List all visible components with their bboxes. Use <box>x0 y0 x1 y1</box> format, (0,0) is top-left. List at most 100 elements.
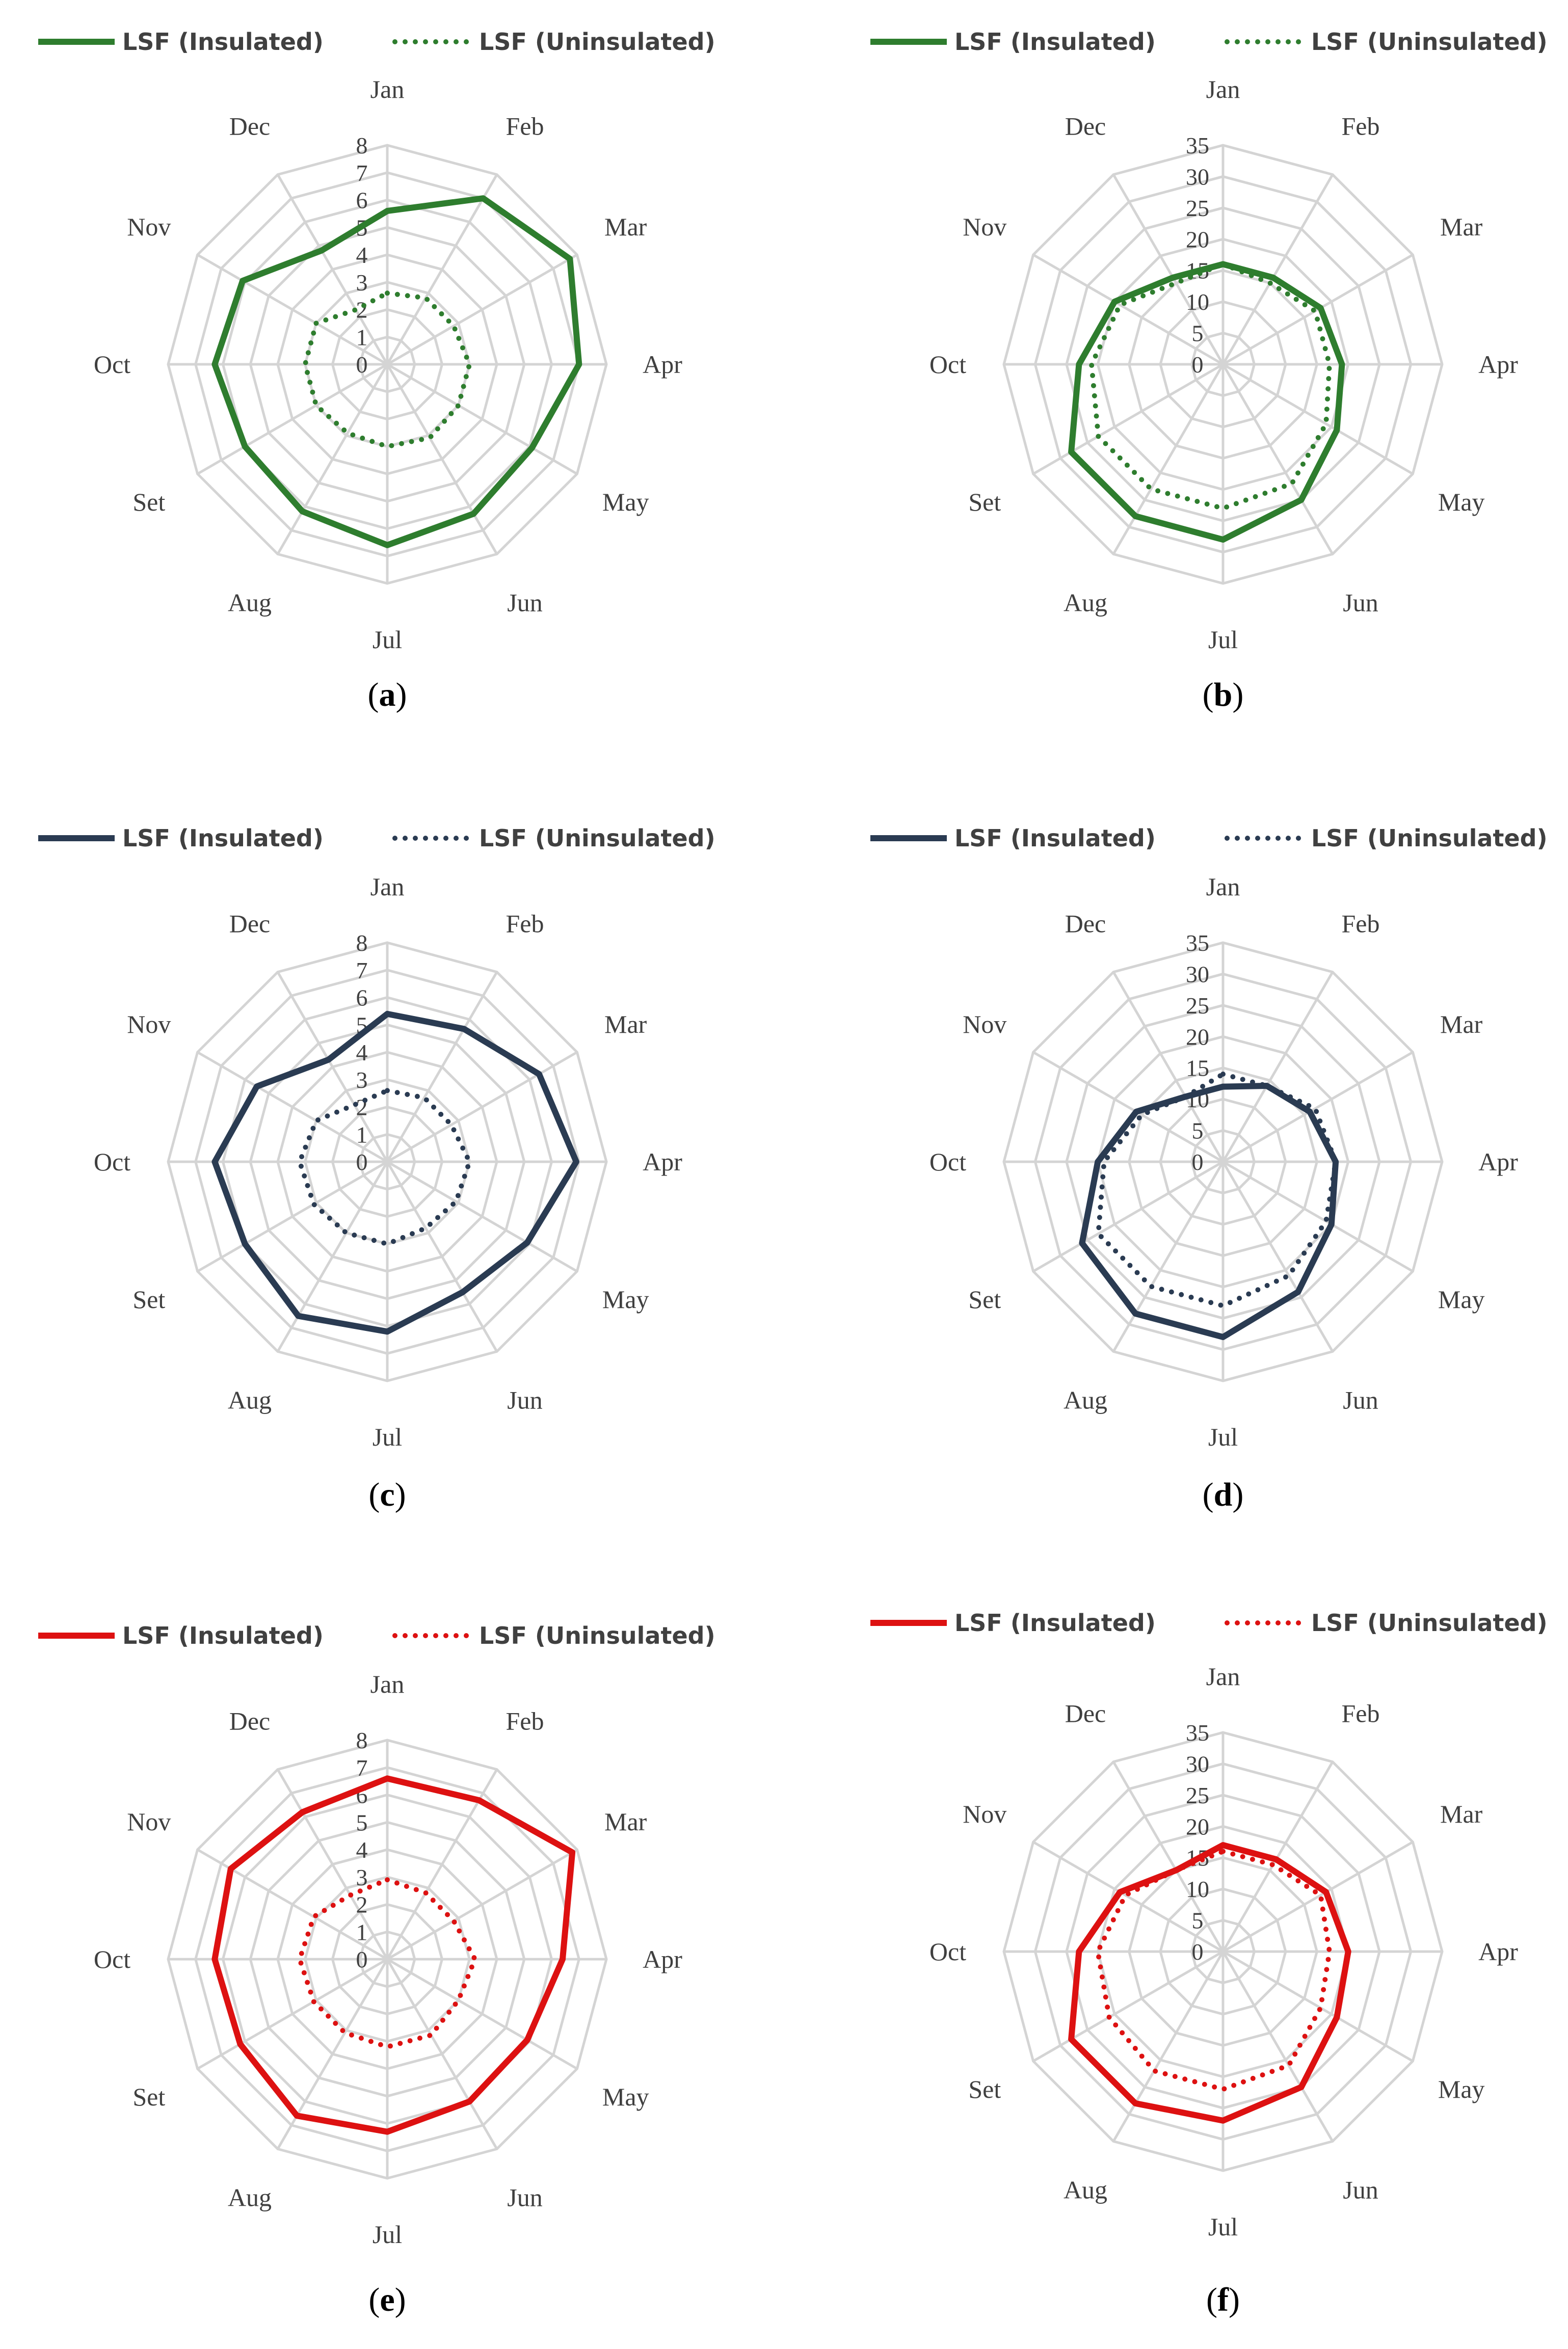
tick-label: 20 <box>1186 1813 1209 1839</box>
grid-spoke <box>1112 971 1225 1163</box>
tick-label: 20 <box>1186 1024 1209 1050</box>
grid-spoke <box>386 363 578 475</box>
category-label: Jun <box>1343 2176 1378 2204</box>
tick-label: 8 <box>356 1727 368 1753</box>
category-label: Jan <box>1206 75 1240 103</box>
panel-caption: (e) <box>368 2281 406 2318</box>
category-label: Aug <box>228 589 272 617</box>
category-label: Jan <box>370 872 405 901</box>
series-line-uninsulated <box>1089 261 1332 511</box>
legend-label-uninsulated: LSF (Uninsulated) <box>1311 28 1548 56</box>
category-label: May <box>1438 2075 1485 2103</box>
tick-label: 35 <box>1186 930 1209 956</box>
category-label: Jan <box>370 1670 405 1698</box>
tick-label: 0 <box>1192 1149 1204 1175</box>
grid-spoke <box>386 1160 578 1273</box>
radar-chart-d: 05101520253035JanFebMarAprMayJunJulAugSe… <box>870 824 1548 1513</box>
tick-label: 2 <box>356 297 368 323</box>
tick-label: 6 <box>356 985 368 1011</box>
category-label: Jul <box>1208 1423 1238 1451</box>
grid-spoke <box>1221 1761 1334 1953</box>
tick-label: 25 <box>1186 195 1209 221</box>
tick-label: 2 <box>356 1892 368 1918</box>
grid-spoke <box>386 363 498 555</box>
panel-caption: (a) <box>368 676 407 713</box>
category-label: Feb <box>1342 112 1380 140</box>
legend-label-uninsulated: LSF (Uninsulated) <box>1311 1609 1548 1637</box>
grid-spoke <box>197 1160 388 1273</box>
tick-label: 7 <box>356 957 368 983</box>
category-label: Aug <box>1064 1386 1107 1414</box>
tick-label: 3 <box>356 1067 368 1093</box>
tick-label: 5 <box>356 1809 368 1835</box>
grid-spoke <box>276 174 389 365</box>
tick-label: 1 <box>356 1122 368 1147</box>
radar-chart-f: 05101520253035JanFebMarAprMayJunJulAugSe… <box>870 1609 1548 2318</box>
grid-spoke <box>1221 971 1334 1163</box>
grid-spoke <box>276 1769 389 1960</box>
category-label: May <box>602 2083 649 2111</box>
tick-label: 20 <box>1186 226 1209 252</box>
grid-spoke <box>1032 1051 1224 1163</box>
legend: LSF (Insulated) LSF (Uninsulated) <box>870 824 1548 852</box>
tick-label: 8 <box>356 132 368 158</box>
category-label: Aug <box>228 2183 272 2212</box>
series-line-uninsulated <box>1096 1072 1339 1309</box>
category-label: Apr <box>643 1147 682 1176</box>
legend: LSF (Insulated) LSF (Uninsulated) <box>38 1622 715 1649</box>
grid-spoke <box>276 971 389 1163</box>
grid-spoke <box>1221 1951 1334 2142</box>
category-label: Jun <box>507 589 542 617</box>
legend: LSF (Insulated) LSF (Uninsulated) <box>38 28 715 56</box>
category-label: Aug <box>1064 2176 1107 2204</box>
tick-label: 25 <box>1186 1782 1209 1808</box>
panel-caption: (c) <box>368 1476 406 1513</box>
category-label: Mar <box>604 1010 647 1038</box>
tick-label: 10 <box>1186 289 1209 315</box>
category-label: Jun <box>1343 1386 1378 1414</box>
tick-label: 35 <box>1186 132 1209 158</box>
category-label: Dec <box>229 112 271 140</box>
category-label: Set <box>968 1285 1001 1314</box>
grid-spoke <box>1032 1160 1224 1273</box>
grid-spoke <box>386 253 578 366</box>
legend-label-insulated: LSF (Insulated) <box>954 824 1156 852</box>
category-label: Mar <box>1440 212 1483 241</box>
legend-label-uninsulated: LSF (Uninsulated) <box>479 1622 715 1649</box>
grid-spoke <box>386 1161 498 1352</box>
grid-spoke <box>1221 363 1334 555</box>
legend: LSF (Insulated) LSF (Uninsulated) <box>38 824 715 852</box>
category-label: Feb <box>506 112 544 140</box>
category-label: Jul <box>1208 625 1238 654</box>
tick-label: 0 <box>356 1149 368 1175</box>
legend-label-insulated: LSF (Insulated) <box>122 28 324 56</box>
grid-spoke <box>386 1958 578 2070</box>
category-label: Feb <box>1342 1699 1380 1727</box>
series-line-insulated <box>211 1775 576 2135</box>
grid-spoke <box>1222 363 1414 475</box>
grid-spoke <box>386 1958 498 2150</box>
category-label: Set <box>132 2083 165 2111</box>
grid-spoke <box>1221 174 1334 365</box>
tick-label: 0 <box>356 352 368 378</box>
category-label: Jul <box>1208 2212 1238 2241</box>
category-label: Dec <box>1065 112 1106 140</box>
grid-spoke <box>1222 1051 1414 1163</box>
category-label: Jul <box>373 2220 402 2249</box>
category-label: Oct <box>929 1937 966 1966</box>
category-label: Set <box>132 488 165 516</box>
category-label: Jun <box>1343 589 1378 617</box>
grid-spoke <box>1032 1840 1224 1953</box>
category-label: Feb <box>506 1706 544 1735</box>
category-label: Oct <box>929 1147 966 1176</box>
tick-label: 0 <box>356 1946 368 1972</box>
legend-label-uninsulated: LSF (Uninsulated) <box>1311 824 1548 852</box>
grid-spoke <box>1032 363 1224 475</box>
radar-chart-b: 05101520253035JanFebMarAprMayJunJulAugSe… <box>870 28 1548 713</box>
category-label: Mar <box>604 1807 647 1836</box>
category-label: Apr <box>643 1945 682 1973</box>
grid-spoke <box>1112 363 1225 555</box>
category-label: Jan <box>370 75 405 103</box>
legend: LSF (Insulated) LSF (Uninsulated) <box>870 28 1548 56</box>
